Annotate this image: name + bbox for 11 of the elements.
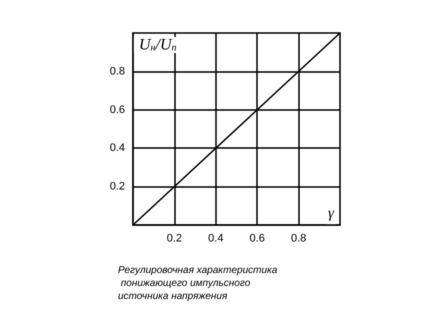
x-axis-title: γ	[328, 206, 335, 222]
y-tick-label: 0.6	[110, 104, 125, 116]
x-tick-label: 0.6	[250, 232, 265, 244]
x-tick-label: 0.8	[290, 232, 306, 244]
text: Регулировочная характеристика понижающего импульсного источника напряжения	[118, 265, 278, 302]
y-tick-label: 0.4	[110, 142, 125, 154]
x-tick-label: 0.2	[166, 232, 182, 244]
y-tick-label: 0.2	[110, 180, 125, 193]
x-tick-label: 0.4	[208, 232, 224, 244]
y-tick-label: 0.8	[110, 65, 125, 78]
y-axis-title: Uн/Uп	[139, 36, 177, 54]
